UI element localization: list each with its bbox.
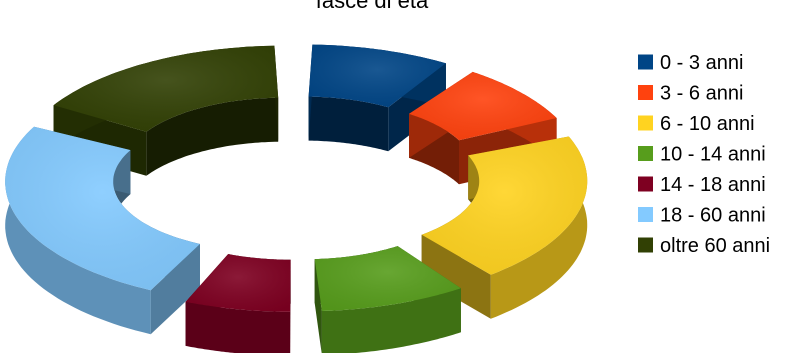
chart-title: fasce di età: [316, 0, 429, 13]
legend-swatch-5: [638, 207, 653, 222]
slice-top-shading: [5, 126, 201, 291]
legend-label-4: 14 - 18 anni: [660, 174, 766, 196]
slice-3: [314, 246, 461, 353]
legend-swatch-3: [638, 146, 653, 161]
slice-end-face: [314, 259, 322, 353]
legend-label-0: 0 - 3 anni: [660, 52, 743, 74]
slice-6: [53, 45, 279, 176]
legend-label-2: 6 - 10 anni: [660, 113, 755, 135]
legend-label-1: 3 - 6 anni: [660, 83, 743, 105]
slice-outer-wall: [490, 136, 588, 319]
slice-top-shading: [185, 254, 291, 312]
slice-4: [185, 254, 291, 353]
slice-0: [308, 44, 446, 152]
slice-end-face: [150, 244, 200, 335]
donut-slices: [5, 44, 588, 353]
slice-end-face: [421, 234, 491, 319]
slice-top-shading: [421, 136, 588, 275]
legend-swatch-1: [638, 85, 653, 100]
slice-inner-wall: [146, 97, 279, 176]
legend-label-5: 18 - 60 anni: [660, 205, 766, 227]
legend-swatch-4: [638, 176, 653, 192]
slice-top-shading: [314, 246, 461, 311]
legend-label-3: 10 - 14 anni: [660, 144, 766, 166]
legend: 0 - 3 anni 3 - 6 anni 6 - 10 anni 10 - 14 a…: [638, 52, 770, 257]
slice-outer-wall: [5, 126, 151, 335]
legend-swatch-6: [638, 237, 653, 253]
slice-inner-wall: [308, 96, 389, 152]
slice-5: [5, 126, 201, 335]
slice-outer-wall: [321, 288, 461, 353]
legend-label-6: oltre 60 anni: [660, 235, 770, 257]
slice-top-shading: [308, 44, 446, 108]
slice-top-shading: [409, 71, 557, 141]
slice-top-shading: [53, 45, 279, 132]
slice-2: [421, 136, 588, 319]
legend-swatch-0: [638, 54, 653, 70]
slice-outer-wall: [185, 301, 291, 353]
legend-swatch-2: [638, 115, 653, 131]
